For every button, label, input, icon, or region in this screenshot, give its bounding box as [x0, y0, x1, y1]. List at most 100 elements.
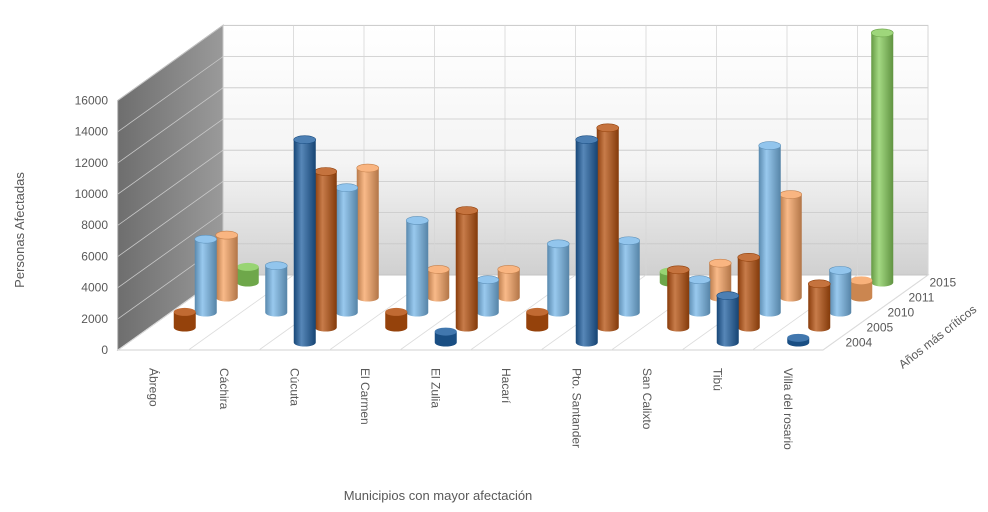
chart-bars: [173, 28, 894, 347]
bar-top: [497, 265, 521, 274]
depth-tick-label: 2004: [846, 336, 873, 350]
bar: [575, 135, 599, 347]
category-label: Tibú: [710, 368, 724, 391]
bar: [434, 327, 457, 347]
bar: [666, 265, 690, 332]
bar-body: [406, 220, 429, 317]
bar-body: [335, 187, 358, 317]
bar-top: [850, 276, 873, 285]
bar-body: [547, 243, 570, 317]
y-axis-title: Personas Afectadas: [12, 172, 27, 288]
bar-top: [455, 206, 479, 215]
depth-tick-label: 2010: [888, 306, 915, 320]
depth-tick-label: 2011: [909, 291, 935, 305]
x-axis-title: Municipios con mayor afectación: [344, 488, 533, 503]
bar: [617, 236, 641, 317]
bar: [596, 123, 620, 332]
bar: [335, 183, 359, 317]
bar: [215, 230, 239, 302]
bar-body: [808, 283, 831, 332]
depth-tick-label: 2005: [867, 321, 894, 335]
y-tick-label: 6000: [81, 249, 108, 263]
category-label: El Carmen: [358, 368, 372, 425]
bar-body: [385, 311, 408, 332]
bar-top: [476, 275, 500, 285]
bar-body: [173, 311, 196, 332]
bar-top: [870, 28, 894, 38]
depth-tick-label: 2015: [930, 276, 957, 290]
bar-body: [356, 168, 379, 302]
bar: [426, 265, 450, 302]
y-tick-label: 12000: [75, 156, 109, 170]
bar-body: [596, 127, 619, 332]
bar-top: [426, 265, 450, 274]
category-label: Ábrego: [146, 368, 161, 407]
bar-body: [455, 210, 478, 332]
bar: [385, 307, 408, 332]
bar-body: [434, 331, 457, 347]
bar: [526, 307, 549, 332]
category-label: El Zulia: [428, 368, 442, 408]
bar-top: [236, 262, 259, 271]
chart-gridlines: [117, 24, 929, 351]
bar-top: [737, 252, 761, 262]
bar-top: [716, 291, 740, 301]
bar: [476, 275, 500, 317]
bar-top: [687, 275, 711, 285]
floor-divider: [822, 274, 929, 351]
bar-body: [871, 32, 894, 287]
y-tick-label: 14000: [75, 125, 109, 139]
bar-body: [617, 240, 640, 317]
bar: [455, 206, 479, 332]
category-label: San Calixto: [640, 368, 654, 430]
bar: [194, 234, 218, 317]
bar-top: [807, 279, 831, 289]
bar-body: [716, 295, 739, 347]
bar-body: [526, 311, 549, 332]
bar-body: [829, 270, 852, 317]
bar-body: [737, 257, 760, 332]
bar-top: [708, 258, 732, 268]
bar-body: [688, 279, 711, 317]
bar-body: [194, 239, 217, 317]
bar-top: [385, 307, 408, 316]
y-tick-label: 8000: [81, 218, 108, 232]
bar-top: [215, 230, 239, 240]
bar: [737, 252, 761, 332]
bar: [687, 275, 711, 317]
category-label: Cúcuta: [287, 368, 301, 406]
bar-top: [758, 141, 782, 150]
bar-body: [850, 280, 873, 302]
bar: [758, 141, 782, 317]
bar-top: [779, 190, 803, 199]
y-tick-label: 2000: [81, 312, 108, 326]
bar-body: [314, 171, 337, 332]
bar-top: [314, 167, 338, 176]
bar-body: [265, 265, 288, 317]
bar-body: [575, 139, 598, 347]
category-label: Cáchira: [217, 368, 231, 410]
category-label: Hacarí: [499, 368, 513, 404]
bar: [807, 279, 831, 332]
y-tick-labels: 0 2000 4000 6000 8000 10000 12000 14000 16000: [75, 93, 109, 357]
category-labels: Ábrego Cáchira Cúcuta El Carmen El Zulia Haca…: [146, 368, 795, 450]
bar-top: [596, 123, 620, 133]
bar-body: [476, 279, 499, 317]
bar-top: [293, 135, 317, 144]
y-tick-label: 0: [101, 343, 108, 357]
bar-top: [546, 239, 570, 249]
y-tick-label: 4000: [81, 281, 108, 295]
bar-body: [758, 145, 781, 317]
category-label: Pto. Santander: [569, 368, 583, 448]
bar-body: [236, 266, 259, 287]
bar: [850, 276, 873, 302]
bar-top: [617, 236, 641, 246]
bar-top: [264, 261, 288, 271]
bar: [497, 265, 521, 302]
bar-top: [356, 163, 380, 173]
chart-walls: [116, 24, 930, 351]
bar-top: [666, 265, 690, 275]
bar-top: [173, 307, 196, 316]
bar: [236, 262, 259, 287]
